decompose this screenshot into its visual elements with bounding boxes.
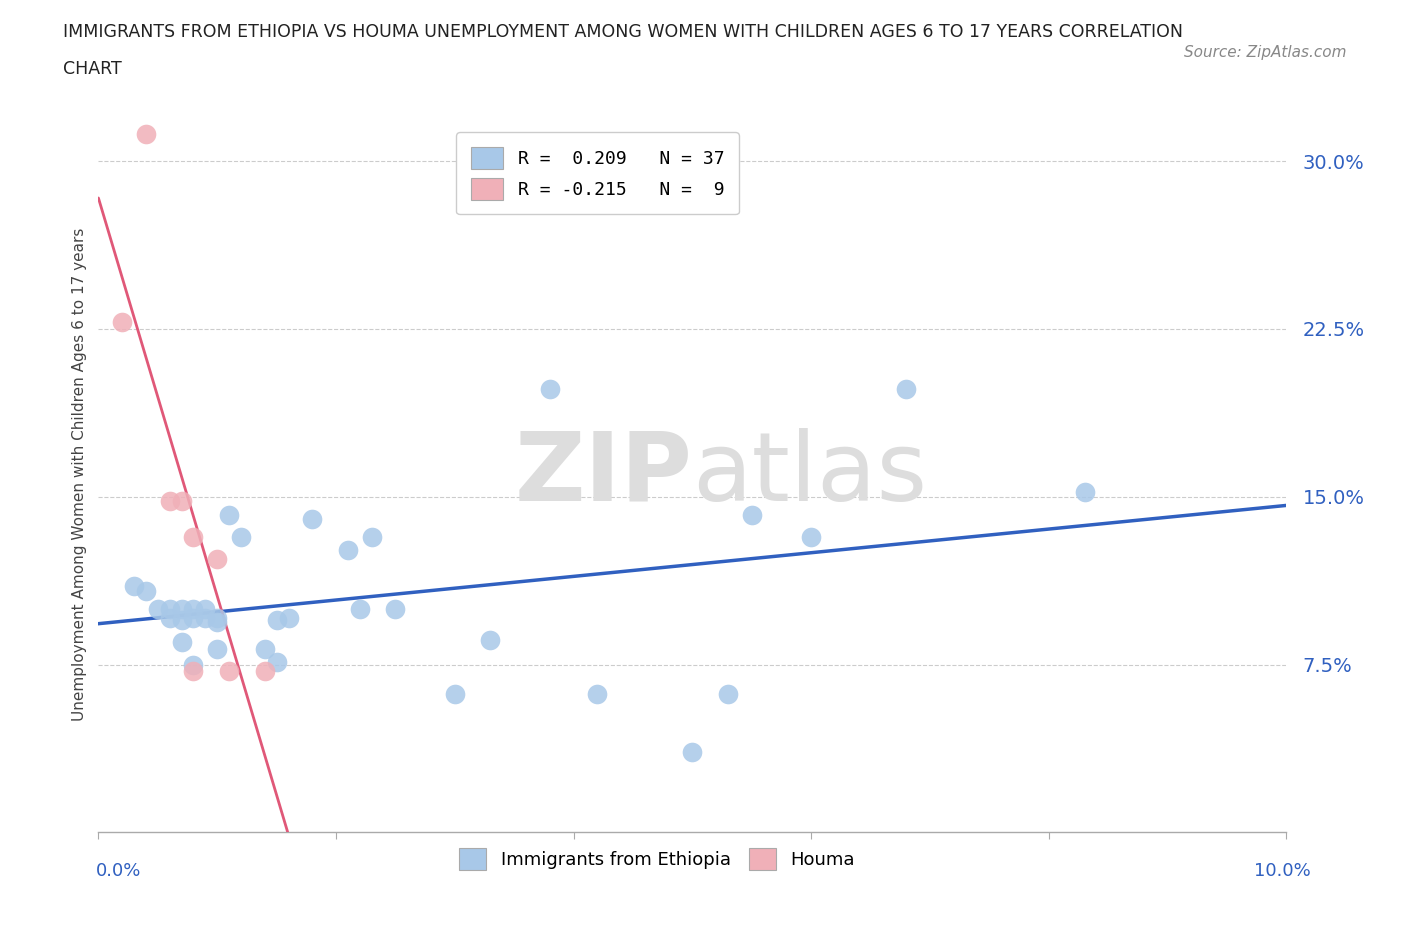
Point	[229, 529, 252, 544]
Point	[183, 529, 205, 544]
Point	[135, 583, 157, 598]
Point	[479, 632, 502, 647]
Text: 0.0%: 0.0%	[96, 862, 141, 880]
Point	[253, 664, 276, 679]
Y-axis label: Unemployment Among Women with Children Ages 6 to 17 years: Unemployment Among Women with Children A…	[72, 228, 87, 721]
Point	[360, 529, 382, 544]
Text: IMMIGRANTS FROM ETHIOPIA VS HOUMA UNEMPLOYMENT AMONG WOMEN WITH CHILDREN AGES 6 : IMMIGRANTS FROM ETHIOPIA VS HOUMA UNEMPL…	[63, 23, 1184, 41]
Point	[586, 686, 609, 701]
Point	[349, 601, 371, 616]
Point	[111, 314, 134, 329]
Point	[146, 601, 169, 616]
Point	[336, 543, 359, 558]
Text: ZIP: ZIP	[515, 428, 692, 521]
Point	[159, 494, 181, 509]
Text: 10.0%: 10.0%	[1254, 862, 1310, 880]
Legend: Immigrants from Ethiopia, Houma: Immigrants from Ethiopia, Houma	[451, 841, 862, 877]
Point	[170, 634, 193, 649]
Point	[277, 610, 299, 625]
Point	[205, 615, 228, 630]
Point	[183, 610, 205, 625]
Point	[194, 610, 217, 625]
Point	[205, 642, 228, 657]
Point	[183, 658, 205, 672]
Point	[205, 610, 228, 625]
Point	[681, 744, 703, 759]
Point	[218, 507, 240, 522]
Point	[170, 612, 193, 627]
Point	[135, 126, 157, 141]
Point	[253, 642, 276, 657]
Point	[301, 512, 323, 526]
Point	[443, 686, 465, 701]
Point	[266, 612, 288, 627]
Point	[183, 664, 205, 679]
Point	[741, 507, 763, 522]
Text: CHART: CHART	[63, 60, 122, 78]
Text: atlas: atlas	[692, 428, 928, 521]
Point	[122, 578, 145, 593]
Point	[266, 655, 288, 670]
Point	[183, 601, 205, 616]
Point	[538, 382, 561, 397]
Point	[384, 601, 406, 616]
Point	[194, 601, 217, 616]
Point	[800, 529, 823, 544]
Point	[717, 686, 740, 701]
Point	[205, 551, 228, 566]
Point	[218, 664, 240, 679]
Point	[1073, 485, 1095, 499]
Point	[170, 601, 193, 616]
Point	[896, 382, 918, 397]
Point	[159, 610, 181, 625]
Point	[170, 494, 193, 509]
Text: Source: ZipAtlas.com: Source: ZipAtlas.com	[1184, 45, 1347, 60]
Point	[159, 601, 181, 616]
